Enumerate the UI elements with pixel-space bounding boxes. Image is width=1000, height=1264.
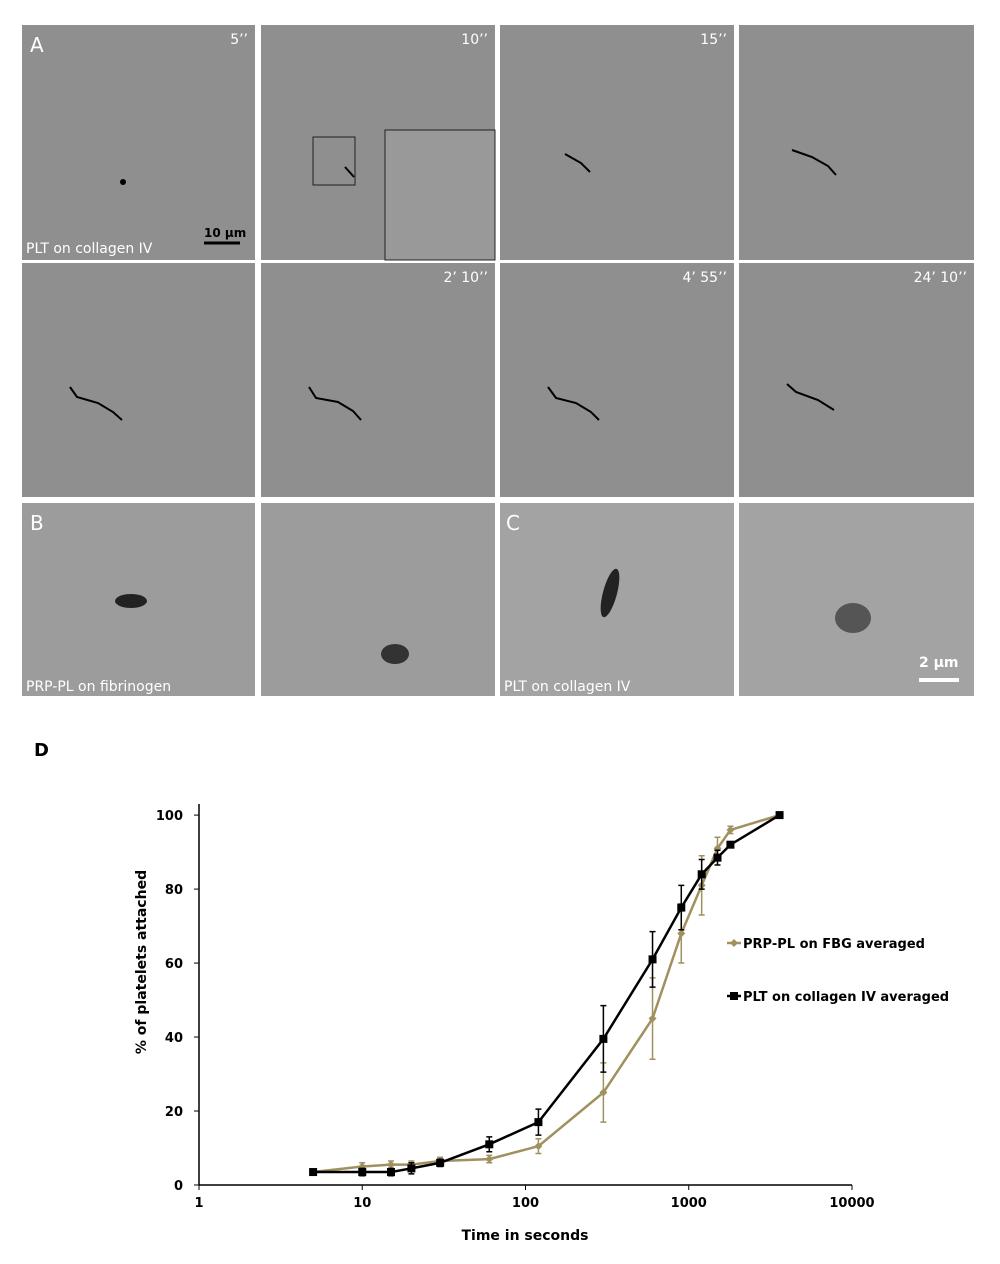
x-tick-label: 100 [512, 1196, 539, 1211]
legend-marker [730, 992, 738, 1000]
data-point [485, 1155, 494, 1164]
series-line [312, 813, 780, 1174]
micrograph [261, 503, 495, 696]
data-point [726, 840, 735, 849]
data-point [309, 1168, 318, 1177]
data-point [358, 1168, 367, 1177]
micrograph [500, 503, 734, 696]
data-point [713, 853, 722, 862]
track [308, 386, 362, 421]
y-tick-label: 100 [156, 809, 183, 824]
data-point [648, 1014, 657, 1023]
panel-letter: B [30, 511, 44, 535]
track [547, 386, 600, 421]
zoom-box [312, 136, 356, 186]
data-point [697, 870, 706, 879]
time-label: 24’ 10’’ [914, 270, 967, 286]
track [786, 383, 835, 411]
track [791, 149, 837, 176]
micrographs [22, 25, 974, 696]
data-point [386, 1168, 395, 1177]
x-tick-label: 10000 [829, 1196, 874, 1211]
time-label: 10’’ [461, 32, 488, 48]
time-label: 15’’ [700, 32, 727, 48]
data-point [407, 1164, 416, 1173]
panel-caption: PRP-PL on fibrinogen [26, 679, 171, 695]
y-tick-label: 40 [165, 1031, 183, 1046]
data-point [599, 1034, 608, 1043]
micrograph [739, 25, 974, 260]
track-point [120, 179, 126, 185]
track [344, 166, 355, 178]
y-tick-label: 20 [165, 1105, 183, 1120]
data-point [599, 1088, 608, 1097]
platelet [381, 644, 409, 664]
data-point [436, 1158, 445, 1167]
panel-caption: PLT on collagen IV [26, 241, 153, 257]
micrograph [500, 25, 734, 260]
panel-caption: PLT on collagen IV [504, 679, 631, 695]
time-label: 4’ 55’’ [682, 270, 727, 286]
platelet [835, 603, 871, 633]
data-point [726, 825, 735, 834]
micrograph [261, 263, 495, 497]
legend-label: PLT on collagen IV averaged [743, 990, 949, 1005]
scale-label: 2 µm [919, 655, 959, 671]
data-point [534, 1118, 543, 1127]
panel-letter: C [506, 511, 520, 535]
track [564, 153, 591, 173]
micrograph [500, 263, 734, 497]
y-tick-label: 80 [165, 883, 183, 898]
legend-label: PRP-PL on FBG averaged [743, 937, 925, 952]
legend-marker [730, 939, 738, 947]
scale-label: 10 µm [204, 226, 246, 240]
platelet [600, 568, 620, 618]
data-point [648, 955, 657, 964]
y-axis-label: % of platelets attached [134, 870, 150, 1054]
platelet [115, 594, 147, 608]
y-tick-label: 0 [174, 1179, 183, 1194]
panel-letter: A [30, 33, 44, 57]
x-tick-label: 1000 [671, 1196, 707, 1211]
micrograph [739, 263, 974, 497]
panel-letter: D [34, 740, 49, 761]
x-axis-label: Time in seconds [461, 1228, 588, 1244]
data-point [485, 1140, 494, 1149]
micrograph [739, 503, 974, 696]
time-label: 2’ 10’’ [443, 270, 488, 286]
track [69, 386, 123, 421]
data-point [534, 1142, 543, 1151]
data-point [677, 929, 686, 938]
data-point [775, 811, 784, 820]
data-point [677, 903, 686, 912]
x-tick-label: 1 [194, 1196, 203, 1211]
y-tick-label: 60 [165, 957, 183, 972]
time-label: 5’’ [230, 32, 248, 48]
micrograph [22, 25, 255, 260]
inset [384, 129, 496, 261]
data-point [386, 1160, 395, 1169]
x-tick-label: 10 [353, 1196, 371, 1211]
micrograph [22, 263, 255, 497]
